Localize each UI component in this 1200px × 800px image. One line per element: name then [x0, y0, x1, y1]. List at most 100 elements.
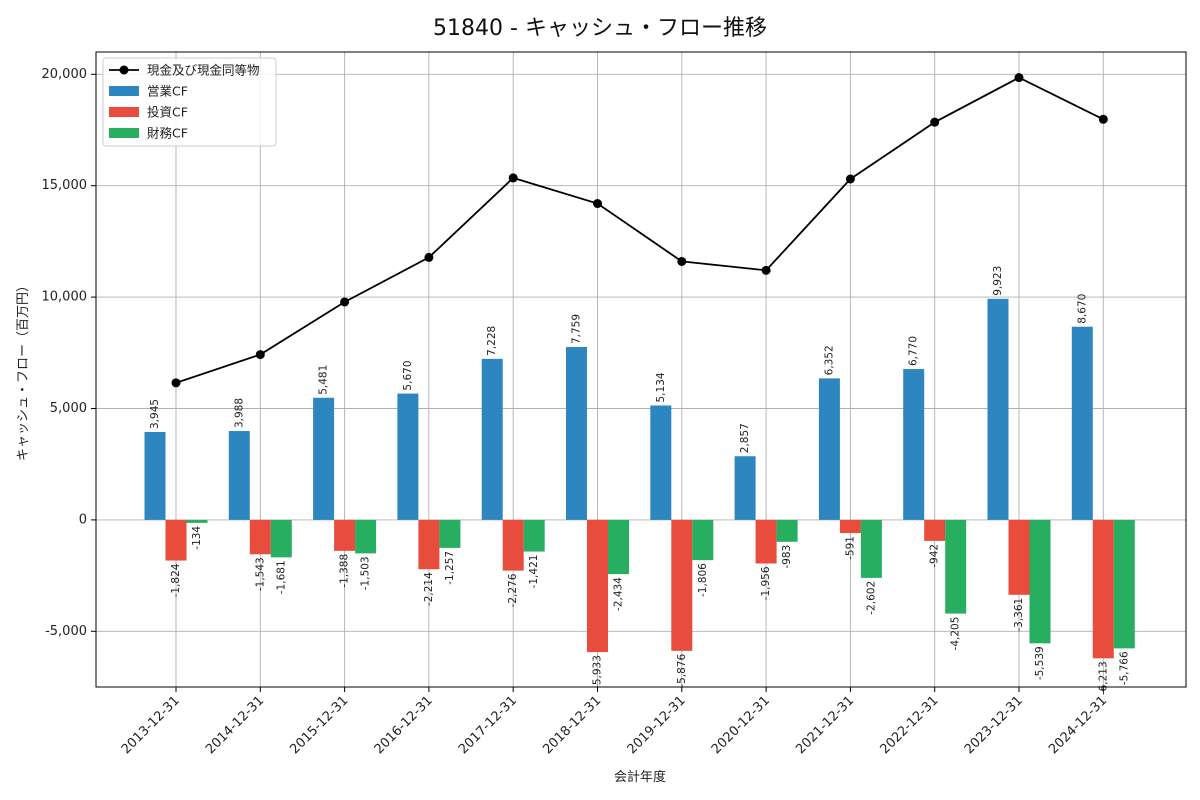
bar-value-label: -1,388	[339, 554, 351, 588]
line-layer	[171, 73, 1108, 388]
bar-3	[439, 519, 461, 548]
bar-2	[924, 519, 946, 541]
bar-2	[502, 519, 524, 571]
x-tick-label: 2024-12-31	[1046, 693, 1110, 757]
bar-value-label: -1,824	[170, 563, 182, 597]
legend-box	[102, 57, 277, 147]
x-tick-label: 2016-12-31	[372, 693, 436, 757]
bar-1	[481, 358, 503, 520]
bar-1	[903, 369, 925, 520]
legend-swatch	[109, 86, 139, 96]
y-tick-label: 20,000	[42, 67, 88, 82]
x-tick-label: 2015-12-31	[287, 693, 351, 757]
bar-3	[1113, 519, 1135, 649]
cash-line	[175, 76, 1104, 384]
bar-value-label: -1,421	[528, 555, 540, 589]
bar-2	[839, 519, 861, 534]
bar-value-label: 3,988	[233, 398, 245, 428]
plot-frame	[95, 51, 1187, 688]
legend-label: 現金及び現金同等物	[147, 63, 260, 78]
cash-point	[508, 173, 518, 183]
cash-point	[1014, 73, 1024, 83]
bar-value-label: 6,770	[908, 336, 920, 366]
bar-value-label: -2,602	[865, 581, 877, 615]
x-tick-label: 2013-12-31	[119, 693, 183, 757]
bar-value-label: 2,857	[739, 423, 751, 453]
y-tick-label: 10,000	[42, 290, 88, 305]
bar-value-label: -1,257	[444, 551, 456, 585]
bar-1	[228, 431, 250, 520]
bar-value-label: -4,205	[950, 617, 962, 651]
bar-value-label: 6,352	[823, 345, 835, 375]
bar-value-label: -1,503	[360, 556, 372, 590]
bar-2	[1092, 519, 1114, 659]
bar-2	[249, 519, 271, 555]
y-tick-label: -5,000	[45, 624, 87, 639]
bar-layer	[144, 298, 1135, 659]
bar-value-label: -3,361	[1013, 598, 1025, 632]
bar-3	[860, 519, 882, 578]
bar-value-label: -5,933	[592, 655, 604, 689]
cash-point	[593, 199, 602, 209]
bar-3	[186, 519, 208, 523]
bar-1	[650, 405, 672, 520]
bar-value-label: 3,945	[149, 399, 161, 429]
bar-3	[945, 519, 967, 614]
bar-value-label: -1,956	[760, 566, 772, 600]
bar-value-label: -2,214	[423, 572, 435, 606]
x-tick-label: 2022-12-31	[877, 693, 941, 757]
bar-2	[671, 519, 693, 651]
cash-point	[761, 265, 771, 275]
bar-value-label: 5,481	[318, 365, 330, 395]
cash-point	[171, 378, 181, 388]
legend-label: 営業CF	[147, 84, 188, 99]
x-tick-label: 2021-12-31	[793, 693, 857, 757]
bar-value-label: -983	[781, 545, 793, 569]
axis-layer: -5,000 0 5,000 10,000 15,000 20,000 2013-12-31…	[42, 51, 1187, 757]
bar-1	[734, 456, 756, 520]
bar-value-label: -134	[191, 526, 203, 550]
bar-1	[566, 347, 587, 520]
chart-title: 51840 - キャッシュ・フロー推移	[433, 16, 767, 41]
bar-value-label: 8,670	[1076, 294, 1088, 324]
y-tick-label: 5,000	[50, 401, 87, 416]
bar-3	[523, 519, 545, 552]
bar-value-label: -5,766	[1118, 651, 1130, 685]
y-tick-label: 0	[79, 512, 87, 527]
bar-value-label: -1,681	[275, 560, 287, 594]
cash-point	[255, 350, 265, 360]
bar-3	[355, 519, 377, 554]
cash-point	[340, 297, 350, 307]
bar-1	[397, 393, 419, 520]
legend-marker	[119, 65, 129, 75]
x-axis-label: 会計年度	[614, 769, 666, 785]
x-tick-label: 2020-12-31	[709, 693, 773, 757]
bar-2	[587, 519, 608, 653]
bar-value-label: -1,806	[697, 563, 709, 597]
bar-value-label: 9,923	[992, 266, 1004, 296]
x-tick-label: 2014-12-31	[203, 693, 267, 757]
bar-value-label: 7,228	[486, 326, 498, 356]
legend-label: 財務CF	[147, 126, 188, 141]
x-tick-label: 2023-12-31	[962, 693, 1026, 757]
y-axis-label: キャッシュ・フロー（百万円）	[16, 279, 31, 461]
bar-value-label: 5,134	[655, 372, 667, 402]
bar-3	[270, 519, 292, 558]
grid-layer	[96, 52, 1186, 687]
x-tick-label: 2018-12-31	[540, 693, 604, 757]
bar-value-label: -591	[844, 536, 856, 560]
label-layer: 3,945 3,988 5,481 5,670 7,228 7,759 5,134 2,857…	[149, 266, 1130, 695]
bar-1	[1071, 326, 1093, 520]
legend-swatch	[109, 107, 139, 117]
cash-point	[1098, 114, 1108, 124]
bar-3	[776, 519, 798, 542]
bar-value-label: -2,434	[613, 577, 625, 611]
bar-3	[692, 519, 714, 561]
y-tick-label: 15,000	[42, 178, 88, 193]
bar-3	[608, 519, 629, 575]
bar-1	[818, 378, 840, 520]
bar-2	[334, 519, 356, 551]
bar-1	[313, 397, 335, 520]
